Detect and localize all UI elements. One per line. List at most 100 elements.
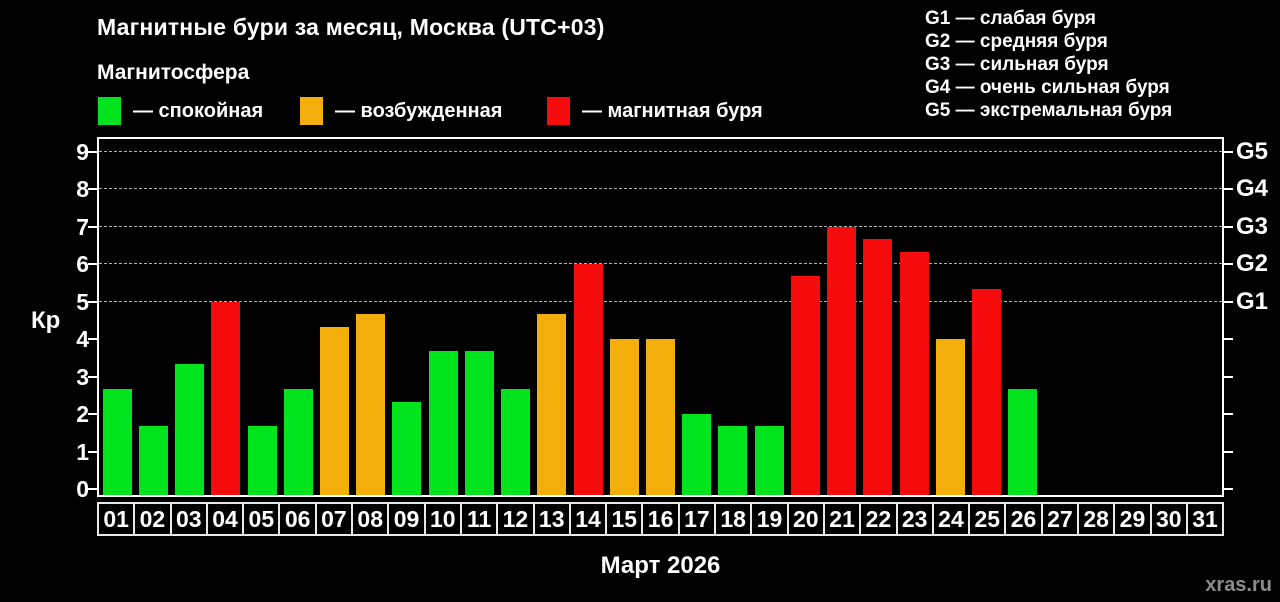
bar-day-18: [718, 426, 748, 495]
right-axis-tick-7: [1224, 225, 1233, 228]
bar-day-08: [356, 313, 386, 495]
x-tick-label-07: 07: [314, 502, 354, 536]
right-axis-tick-4: [1224, 338, 1233, 340]
y-tick-label-6: 6: [76, 251, 89, 277]
right-axis-tick-8: [1224, 188, 1233, 190]
bar-day-15: [609, 339, 639, 495]
x-tick-label-21: 21: [822, 502, 862, 536]
legend-swatch-storm: [547, 97, 570, 125]
x-tick-label-14: 14: [568, 502, 608, 536]
bar-day-01: [102, 388, 132, 495]
bar-day-11: [464, 351, 494, 495]
legend-swatch-unsettled: [300, 97, 323, 125]
x-tick-label-05: 05: [242, 502, 281, 536]
legend-swatch-quiet: [98, 97, 121, 125]
x-tick-label-31: 31: [1185, 502, 1225, 536]
bar-day-21: [827, 226, 857, 495]
right-axis-label-g1: G1: [1236, 287, 1269, 315]
left-axis-tick-1: [88, 450, 97, 453]
page-title: Магнитные бури за месяц, Москва (UTC+03): [97, 14, 605, 40]
storm-scale-g3: G3 — сильная буря: [925, 54, 1109, 75]
x-tick-label-20: 20: [786, 502, 825, 536]
x-tick-label-22: 22: [859, 502, 898, 536]
y-tick-label-4: 4: [76, 326, 89, 352]
legend-label-unsettled: — возбужденная: [335, 99, 503, 122]
bar-day-20: [790, 276, 820, 495]
bar-day-19: [754, 426, 784, 495]
x-tick-label-19: 19: [750, 502, 789, 536]
legend-label-quiet: — спокойная: [133, 99, 264, 122]
y-tick-label-9: 9: [76, 138, 89, 165]
x-tick-label-13: 13: [532, 502, 571, 536]
y-tick-label-7: 7: [76, 213, 89, 240]
x-tick-label-27: 27: [1040, 502, 1080, 536]
y-tick-label-0: 0: [76, 476, 89, 502]
right-axis-tick-2: [1224, 413, 1233, 415]
watermark: xras.ru: [1205, 574, 1272, 596]
legend-item-unsettled: — возбужденная: [300, 96, 502, 126]
right-axis-tick-5: [1224, 300, 1233, 303]
y-tick-label-3: 3: [76, 363, 89, 390]
x-tick-label-02: 02: [133, 502, 172, 536]
bar-day-09: [392, 401, 422, 495]
bar-day-24: [935, 339, 965, 495]
x-tick-label-24: 24: [931, 502, 971, 536]
x-tick-label-03: 03: [169, 502, 208, 536]
bar-day-14: [573, 264, 603, 495]
storm-scale-g5: G5 — экстремальная буря: [925, 100, 1173, 121]
bar-day-06: [283, 388, 313, 495]
right-axis-label-g4: G4: [1236, 175, 1269, 202]
right-axis-label-g3: G3: [1236, 212, 1269, 240]
bar-day-10: [428, 351, 458, 495]
x-tick-label-26: 26: [1004, 502, 1043, 536]
gridline-kp-5: [99, 300, 1222, 302]
right-axis-label-g2: G2: [1236, 250, 1269, 277]
x-tick-label-08: 08: [351, 502, 390, 536]
left-axis-tick-9: [88, 150, 97, 153]
y-tick-label-1: 1: [76, 438, 89, 465]
x-tick-label-10: 10: [423, 502, 462, 536]
legend-label-storm: — магнитная буря: [582, 99, 763, 122]
bar-day-02: [138, 426, 168, 495]
magnetosphere-label: Магнитосфера: [97, 61, 250, 84]
x-tick-label-15: 15: [605, 502, 644, 536]
x-tick-label-28: 28: [1077, 502, 1116, 536]
bar-day-26: [1008, 388, 1038, 495]
bar-day-23: [899, 251, 929, 495]
left-axis-tick-3: [88, 375, 97, 378]
storm-scale-g2: G2 — средняя буря: [925, 31, 1108, 52]
bar-day-17: [682, 414, 712, 495]
bar-day-04: [211, 301, 241, 495]
x-axis-day-labels: 01 02 03 04 05 06 07 08 09 10 11 12 13 14 15 16 17 18 19 20…: [97, 502, 1225, 536]
x-tick-label-11: 11: [459, 502, 499, 536]
left-axis-tick-0: [88, 488, 97, 490]
right-axis-tick-1: [1224, 450, 1233, 453]
gridline-kp-8: [99, 188, 1222, 189]
storm-scale-legend: G1 — слабая буря G2 — средняя буря G3 — …: [925, 7, 1172, 122]
gridline-kp-9: [99, 150, 1222, 152]
x-axis-title: Март 2026: [600, 552, 721, 579]
right-axis-label-g5: G5: [1236, 137, 1269, 165]
gridline-kp-7: [99, 225, 1222, 227]
legend-item-storm: — магнитная буря: [547, 96, 763, 126]
y-tick-label-8: 8: [76, 176, 89, 202]
x-tick-label-18: 18: [714, 502, 753, 536]
x-tick-label-09: 09: [387, 502, 426, 536]
x-tick-label-30: 30: [1149, 502, 1188, 536]
x-tick-label-29: 29: [1113, 502, 1152, 536]
x-tick-label-01: 01: [97, 502, 136, 536]
storm-scale-g1: G1 — слабая буря: [925, 8, 1097, 29]
right-axis-tick-9: [1224, 150, 1233, 153]
x-tick-label-17: 17: [677, 502, 717, 536]
bar-day-25: [972, 289, 1002, 495]
plot-area: 0 1 2 3 4 5 6 7 8 9 G1 G2 G3 G4 G5: [76, 137, 1268, 502]
x-tick-label-23: 23: [895, 502, 934, 536]
x-tick-label-16: 16: [641, 502, 680, 536]
y-tick-label-2: 2: [76, 401, 89, 427]
x-tick-label-04: 04: [205, 502, 245, 536]
right-axis-tick-0: [1224, 488, 1233, 490]
left-axis-tick-7: [88, 225, 97, 228]
x-tick-label-25: 25: [968, 502, 1007, 536]
bar-day-05: [247, 426, 277, 495]
